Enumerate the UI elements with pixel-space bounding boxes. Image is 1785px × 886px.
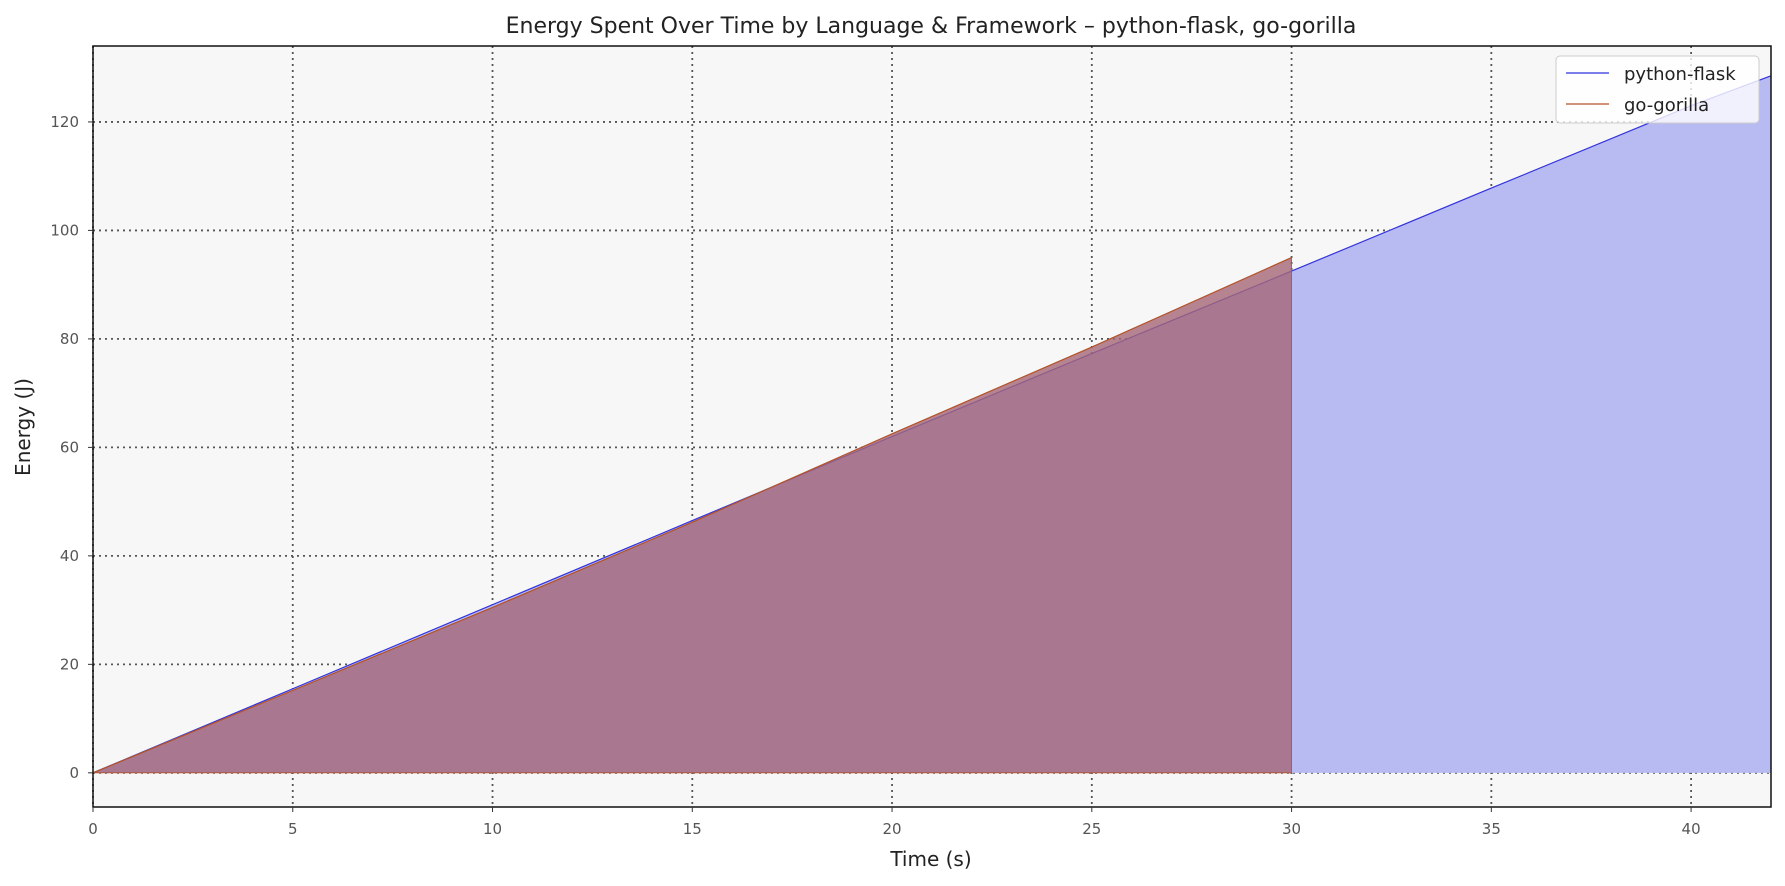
legend-label-python-flask: python-flask	[1624, 64, 1736, 85]
x-tick-label: 0	[88, 820, 98, 838]
y-tick-label: 0	[69, 764, 79, 782]
line-go-gorilla	[92, 256, 1292, 774]
x-tick-label: 30	[1282, 820, 1301, 838]
y-axis-label: Energy (J)	[11, 378, 35, 476]
plot-series	[92, 75, 1772, 774]
y-tick-label: 100	[50, 221, 79, 239]
x-axis: 0 5 10 15 20 25 30 35 40	[88, 807, 1701, 838]
x-tick-label: 20	[883, 820, 902, 838]
legend: python-flask go-gorilla	[1555, 55, 1760, 124]
x-tick-label: 40	[1682, 820, 1701, 838]
y-axis: 0 20 40 60 80 100 120	[50, 113, 93, 782]
legend-label-go-gorilla: go-gorilla	[1624, 95, 1709, 116]
x-axis-label: Time (s)	[889, 847, 971, 871]
x-tick-label: 5	[288, 820, 298, 838]
x-tick-label: 35	[1482, 820, 1501, 838]
x-tick-label: 15	[683, 820, 702, 838]
x-tick-label: 10	[483, 820, 502, 838]
y-tick-label: 20	[60, 655, 79, 673]
chart-title: Energy Spent Over Time by Language & Fra…	[506, 14, 1357, 39]
y-tick-label: 120	[50, 113, 79, 131]
y-tick-label: 60	[60, 438, 79, 456]
y-tick-label: 80	[60, 330, 79, 348]
y-tick-label: 40	[60, 547, 79, 565]
x-tick-label: 25	[1082, 820, 1101, 838]
plot-frame	[92, 45, 1772, 808]
